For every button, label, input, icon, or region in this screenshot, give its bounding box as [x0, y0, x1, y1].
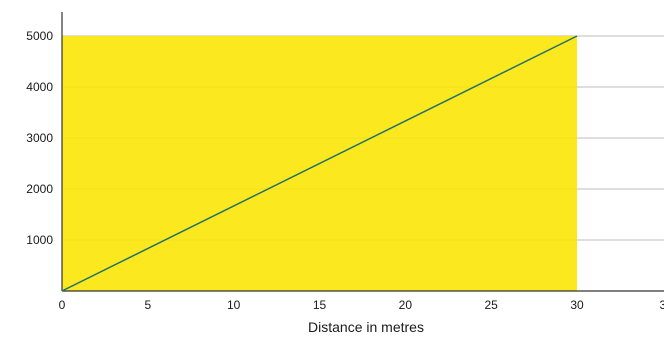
- y-tick-labels: 1000 2000 3000 4000 5000: [26, 29, 53, 247]
- x-tick-label-25: 25: [484, 298, 498, 312]
- y-tick-label-2000: 2000: [26, 182, 53, 196]
- gridlines-over-shade: [62, 35, 577, 241]
- x-tick-label-35: 3: [659, 298, 664, 312]
- series-line: [61, 35, 578, 292]
- x-axis-title: Distance in metres: [308, 319, 424, 335]
- x-tick-label-20: 20: [399, 298, 413, 312]
- y-tick-label-3000: 3000: [26, 131, 53, 145]
- x-tick-label-10: 10: [227, 298, 241, 312]
- x-tick-label-30: 30: [570, 298, 584, 312]
- x-tick-label-0: 0: [59, 298, 66, 312]
- x-tick-label-5: 5: [144, 298, 151, 312]
- x-tick-label-15: 15: [313, 298, 327, 312]
- x-tick-labels: 0 5 10 15 20 25 30 3: [59, 298, 664, 312]
- y-tick-label-5000: 5000: [26, 29, 53, 43]
- y-tick-label-1000: 1000: [26, 233, 53, 247]
- y-tick-label-4000: 4000: [26, 80, 53, 94]
